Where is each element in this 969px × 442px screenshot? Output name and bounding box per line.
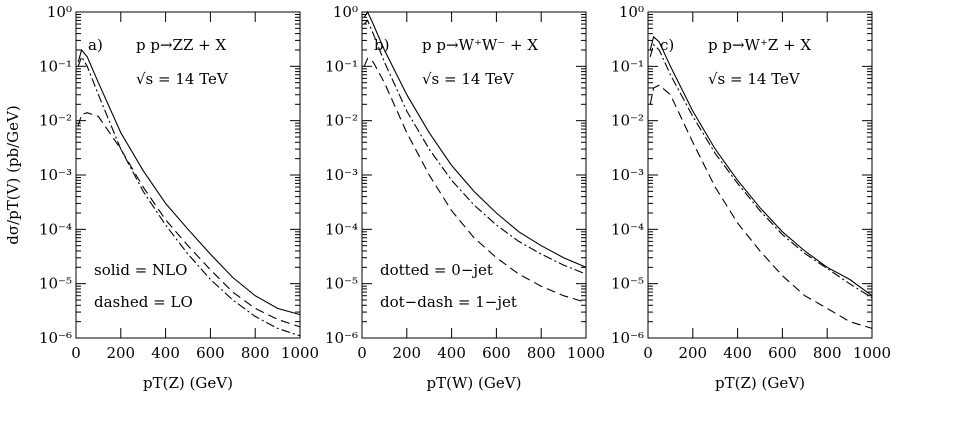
y-tick-label: 10⁻²: [611, 112, 644, 130]
x-tick-label: 800: [527, 344, 556, 362]
y-tick-label: 10⁻⁵: [611, 275, 644, 293]
series-line: [77, 48, 301, 316]
x-axis-label: pT(Z) (GeV): [143, 374, 233, 392]
x-tick-label: 200: [392, 344, 421, 362]
series-line: [649, 43, 873, 299]
y-tick-label: 10⁻⁴: [611, 220, 644, 238]
series-line: [363, 19, 587, 275]
x-tick-label: 600: [196, 344, 225, 362]
x-tick-label: 1000: [567, 344, 605, 362]
panel-subtitle: √s = 14 TeV: [422, 70, 515, 88]
y-tick-label: 10⁻¹: [611, 57, 644, 75]
y-tick-label: 10⁻²: [325, 112, 358, 130]
panel-label: a): [88, 36, 103, 54]
panel-title: p p→W⁺Z + X: [708, 36, 811, 54]
x-tick-label: 400: [437, 344, 466, 362]
plot-frame: [361, 11, 587, 339]
annotation: dotted = 0−jet: [380, 261, 493, 279]
x-tick-label: 0: [643, 344, 653, 362]
series-line: [363, 57, 587, 304]
y-tick-label: 10⁻³: [611, 166, 644, 184]
series-line: [77, 55, 301, 337]
panel-subtitle: √s = 14 TeV: [708, 70, 801, 88]
y-tick-label: 10⁻¹: [325, 57, 358, 75]
panel-title: p p→ZZ + X: [136, 36, 226, 54]
y-tick-label: 10⁻⁴: [325, 220, 358, 238]
x-tick-label: 1000: [853, 344, 891, 362]
annotation: solid = NLO: [94, 261, 187, 279]
x-tick-label: 0: [71, 344, 81, 362]
y-tick-label: 10⁻⁶: [611, 329, 644, 347]
annotation: dashed = LO: [94, 293, 193, 311]
plot-frame: [75, 11, 301, 339]
annotation: dot−dash = 1−jet: [380, 293, 517, 311]
series-line: [649, 84, 873, 329]
y-tick-label: 10⁻²: [39, 112, 72, 130]
x-tick-label: 600: [482, 344, 511, 362]
x-tick-label: 600: [768, 344, 797, 362]
panel-subtitle: √s = 14 TeV: [136, 70, 229, 88]
y-tick-label: 10⁻³: [325, 166, 358, 184]
x-tick-label: 400: [723, 344, 752, 362]
y-tick-label: 10⁻¹: [39, 57, 72, 75]
x-tick-label: 400: [151, 344, 180, 362]
x-tick-label: 1000: [281, 344, 319, 362]
series-line: [649, 35, 873, 297]
y-axis-label: dσ/pT(V) (pb/GeV): [4, 105, 22, 244]
panel-label: b): [374, 36, 389, 54]
x-tick-label: 800: [241, 344, 270, 362]
y-tick-label: 10⁰: [619, 3, 644, 21]
x-tick-label: 800: [813, 344, 842, 362]
panel-label: c): [660, 36, 674, 54]
y-tick-label: 10⁻⁵: [39, 275, 72, 293]
y-tick-label: 10⁻⁴: [39, 220, 72, 238]
panel-title: p p→W⁺W⁻ + X: [422, 36, 538, 54]
x-tick-label: 0: [357, 344, 367, 362]
y-tick-label: 10⁻⁵: [325, 275, 358, 293]
y-tick-label: 10⁻⁶: [325, 329, 358, 347]
plot-frame: [647, 11, 873, 339]
y-tick-label: 10⁻⁶: [39, 329, 72, 347]
series-line: [77, 112, 301, 328]
y-tick-label: 10⁰: [47, 3, 72, 21]
series-line: [363, 10, 587, 268]
x-tick-label: 200: [106, 344, 135, 362]
x-axis-label: pT(Z) (GeV): [715, 374, 805, 392]
y-tick-label: 10⁻³: [39, 166, 72, 184]
x-tick-label: 200: [678, 344, 707, 362]
x-axis-label: pT(W) (GeV): [427, 374, 522, 392]
y-tick-label: 10⁰: [333, 3, 358, 21]
